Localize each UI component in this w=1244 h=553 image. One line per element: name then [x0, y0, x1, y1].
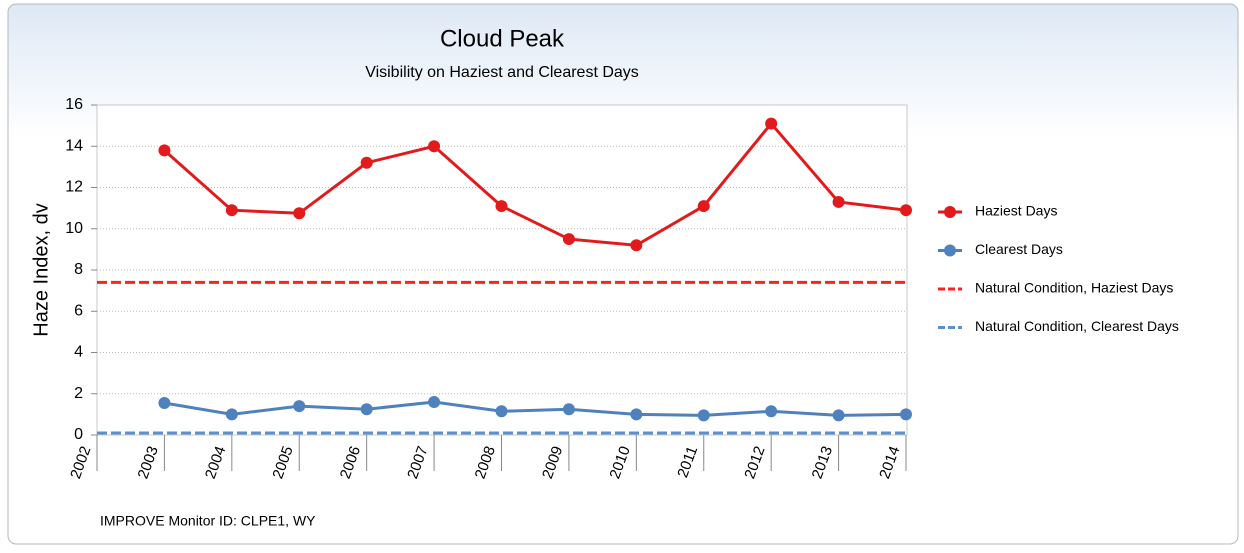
point — [630, 408, 643, 421]
point — [562, 233, 575, 246]
chart-subtitle: Visibility on Haziest and Clearest Days — [365, 64, 639, 81]
chart-title: Cloud Peak — [440, 25, 565, 52]
y-tick-label: 10 — [65, 220, 83, 237]
point — [495, 405, 508, 418]
point — [697, 200, 710, 213]
series-line — [164, 400, 907, 417]
point — [360, 403, 373, 416]
legend-marker — [944, 244, 956, 257]
point — [765, 117, 778, 130]
y-tick-label: 2 — [74, 385, 83, 402]
legend-label: Clearest Days — [975, 241, 1063, 257]
point — [293, 207, 306, 220]
point — [428, 396, 441, 408]
point — [765, 405, 778, 418]
point — [832, 409, 845, 422]
point — [225, 204, 238, 217]
point — [428, 140, 441, 153]
point — [697, 409, 710, 422]
y-tick-label: 16 — [65, 96, 83, 113]
point — [900, 408, 912, 421]
legend-label: Natural Condition, Haziest Days — [975, 280, 1173, 296]
point — [293, 400, 306, 413]
legend-marker — [944, 206, 956, 218]
footnote: IMPROVE Monitor ID: CLPE1, WY — [100, 513, 316, 529]
y-tick-label: 12 — [65, 179, 83, 196]
legend-label: Haziest Days — [975, 203, 1057, 219]
y-axis-label: Haze Index, dv — [30, 203, 52, 336]
point — [360, 156, 373, 169]
series-line — [163, 121, 907, 247]
point — [225, 408, 238, 421]
point — [158, 144, 171, 157]
point — [562, 403, 575, 416]
point — [900, 204, 912, 217]
y-tick-label: 4 — [74, 344, 83, 361]
y-tick-label: 6 — [74, 302, 83, 319]
y-tick-label: 8 — [74, 261, 83, 278]
y-tick-label: 14 — [65, 137, 83, 154]
y-tick-label: 0 — [74, 426, 83, 443]
point — [158, 397, 171, 410]
legend-label: Natural Condition, Clearest Days — [975, 318, 1179, 334]
point — [832, 195, 845, 208]
point — [630, 239, 643, 252]
point — [495, 200, 508, 213]
